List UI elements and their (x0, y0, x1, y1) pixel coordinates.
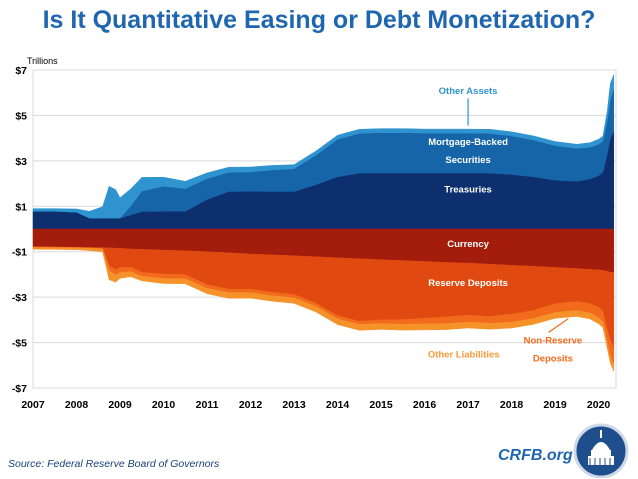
x-tick-label: 2008 (65, 399, 89, 411)
label-mortgage-backed-securities: Mortgage-Backed (428, 137, 508, 148)
y-tick-label: $3 (15, 156, 27, 168)
x-tick-label: 2014 (326, 399, 350, 411)
label-mortgage-backed-securities-line2: Securities (445, 155, 490, 166)
x-tick-label: 2011 (196, 399, 219, 411)
x-tick-label: 2009 (108, 399, 132, 411)
non-reserve-callout (548, 318, 569, 333)
x-tick-label: 2017 (456, 399, 480, 411)
y-tick-label: -$1 (12, 247, 27, 259)
label-other-liabilities: Other Liabilities (428, 349, 500, 360)
x-tick-label: 2019 (543, 399, 567, 411)
x-tick-label: 2010 (152, 399, 176, 411)
x-tick-label: 2018 (500, 399, 524, 411)
y-tick-label: $1 (15, 201, 27, 213)
chart-title: Is It Quantitative Easing or Debt Moneti… (42, 6, 596, 34)
x-tick-label: 2013 (282, 399, 306, 411)
axes: $7 $5 $3 $1 -$1 -$3 -$5 -$7 Trillions 2007 2008 200… (12, 56, 611, 411)
x-tick-label: 2015 (369, 399, 393, 411)
label-other-assets: Other Assets (439, 86, 498, 97)
stacked-areas (32, 74, 615, 372)
y-tick-label: $7 (15, 65, 27, 77)
series-labels: Treasuries Mortgage-Backed Securities Other… (428, 86, 582, 365)
x-tick-label: 2020 (587, 399, 611, 411)
x-tick-label: 2016 (413, 399, 437, 411)
y-tick-label: -$5 (12, 338, 27, 350)
y-tick-label: -$3 (12, 292, 27, 304)
x-tick-label: 2007 (21, 399, 45, 411)
label-reserve-deposits: Reserve Deposits (428, 278, 508, 289)
label-currency: Currency (447, 239, 489, 250)
brand-link[interactable]: CRFB.org (498, 447, 573, 464)
source-note: Source: Federal Reserve Board of Governo… (8, 458, 220, 470)
capitol-dome-seal-icon (573, 423, 629, 478)
area-other-assets (32, 74, 615, 219)
label-non-reserve-deposits-line2: Deposits (533, 354, 573, 365)
y-tick-label: $5 (15, 110, 27, 122)
callout-lines (467, 98, 569, 333)
y-axis-label: Trillions (27, 56, 58, 66)
label-non-reserve-deposits: Non-Reserve (524, 336, 583, 347)
label-treasuries: Treasuries (444, 185, 492, 196)
y-tick-label: -$7 (12, 383, 27, 395)
area-other-liabilities (32, 247, 615, 372)
x-tick-label: 2012 (239, 399, 263, 411)
